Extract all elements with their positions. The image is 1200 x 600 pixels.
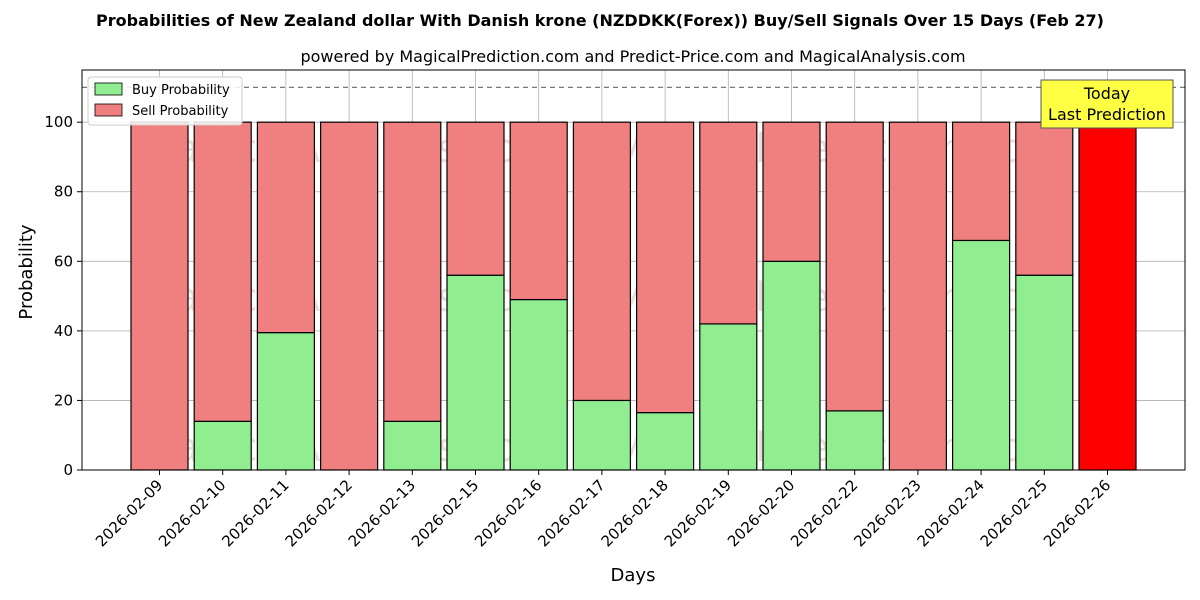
bar-sell-2026-02-26 [1078, 121, 1137, 471]
legend-label-buy: Buy Probability [132, 83, 230, 98]
bar-sell-2026-02-17 [572, 121, 632, 402]
bar-sell-2026-02-09 [130, 121, 189, 471]
bar-sell-2026-02-24 [951, 121, 1011, 242]
legend-swatch-sell [94, 103, 123, 117]
y-tick-label-60: 60 [54, 252, 73, 270]
bar-sell-2026-02-25 [1015, 121, 1074, 276]
x-tick-label-2026-02-15: 2026-02-15 [408, 476, 482, 550]
bar-buy-2026-02-24 [951, 239, 1011, 471]
bar-sell-2026-02-19 [699, 121, 758, 325]
bar-sell-2026-02-23 [888, 121, 948, 471]
bar-buy-2026-02-25 [1015, 274, 1074, 471]
x-axis-label: Days [611, 565, 656, 586]
x-tick-label-2026-02-19: 2026-02-19 [661, 476, 735, 550]
bar-buy-2026-02-22 [825, 410, 884, 471]
bars-layer [82, 86, 1185, 471]
bar-buy-2026-02-10 [193, 420, 252, 471]
bar-sell-2026-02-13 [383, 121, 442, 422]
bar-sell-2026-02-11 [256, 121, 315, 334]
x-tick-label-2026-02-10: 2026-02-10 [155, 476, 229, 550]
bar-sell-2026-02-12 [320, 121, 379, 471]
bar-buy-2026-02-19 [699, 323, 758, 471]
legend-label-sell: Sell Probability [132, 104, 229, 119]
x-tick-label-2026-02-20: 2026-02-20 [724, 476, 798, 550]
today-annotation-line2: Last Prediction [1048, 105, 1166, 124]
bar-sell-2026-02-10 [193, 121, 252, 422]
bar-buy-2026-02-11 [256, 332, 315, 471]
x-tick-label-2026-02-13: 2026-02-13 [345, 476, 419, 550]
bar-sell-2026-02-20 [762, 121, 821, 262]
y-tick-label-20: 20 [54, 391, 73, 409]
bar-buy-2026-02-15 [446, 274, 505, 471]
axes-layer [81, 69, 1186, 471]
x-tick-label-2026-02-22: 2026-02-22 [787, 476, 861, 550]
chart-title: Probabilities of New Zealand dollar With… [96, 11, 1104, 30]
x-tick-label-2026-02-11: 2026-02-11 [218, 476, 292, 550]
x-tick-label-2026-02-12: 2026-02-12 [282, 476, 356, 550]
x-tick-label-2026-02-17: 2026-02-17 [534, 476, 608, 550]
today-annotation: Today Last Prediction [1040, 79, 1174, 129]
legend-frame [87, 76, 243, 126]
bar-buy-2026-02-13 [383, 420, 442, 471]
today-annotation-line1: Today [1083, 84, 1130, 103]
bar-sell-2026-02-15 [446, 121, 505, 276]
bar-buy-2026-02-16 [509, 298, 568, 471]
y-tick-label-80: 80 [54, 183, 73, 201]
bar-sell-2026-02-16 [509, 121, 568, 301]
x-tick-label-2026-02-09: 2026-02-09 [92, 476, 166, 550]
bar-buy-2026-02-17 [572, 399, 632, 471]
y-tick-label-0: 0 [63, 461, 73, 479]
legend: Buy Probability Sell Probability [87, 76, 243, 126]
x-tick-label-2026-02-23: 2026-02-23 [850, 476, 924, 550]
bar-buy-2026-02-20 [762, 260, 821, 471]
x-tick-label-2026-02-25: 2026-02-25 [977, 476, 1051, 550]
bar-sell-2026-02-18 [635, 121, 695, 414]
chart-subtitle: powered by MagicalPrediction.com and Pre… [300, 47, 965, 66]
bar-sell-2026-02-22 [825, 121, 884, 412]
y-tick-label-100: 100 [44, 113, 73, 131]
x-tick-label-2026-02-16: 2026-02-16 [471, 476, 545, 550]
bar-buy-2026-02-18 [635, 412, 695, 471]
x-tick-label-2026-02-24: 2026-02-24 [914, 476, 988, 550]
x-tick-label-2026-02-18: 2026-02-18 [598, 476, 672, 550]
x-tick-label-2026-02-26: 2026-02-26 [1040, 476, 1114, 550]
today-annotation-box [1040, 79, 1174, 129]
legend-swatch-buy [94, 82, 123, 96]
plot-frame [81, 69, 1186, 471]
y-tick-label-40: 40 [54, 322, 73, 340]
y-axis-label: Probability [16, 224, 37, 319]
